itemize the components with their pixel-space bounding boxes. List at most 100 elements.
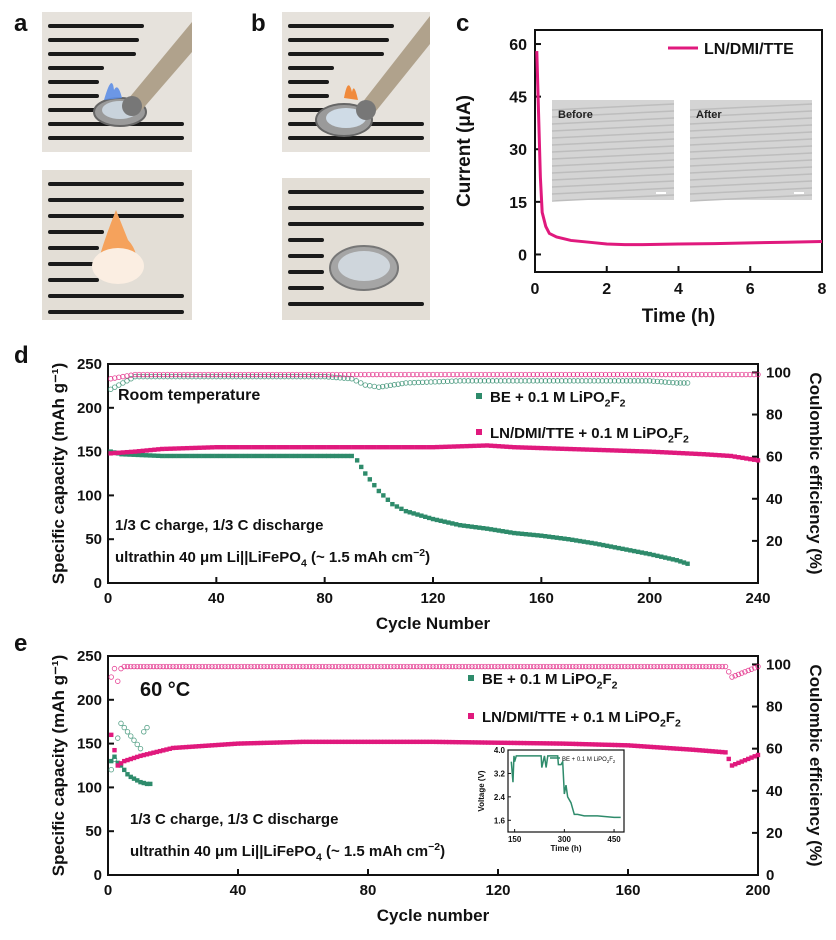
chart-e-ln-capacity-point (352, 739, 358, 745)
chart-d-ln-efficiency-point (334, 371, 340, 378)
chart-e-ln-efficiency-point (755, 663, 761, 670)
chart-d-be-capacity-point (151, 453, 157, 458)
chart-d-be-capacity-point (214, 453, 219, 459)
chart-e-ln-efficiency-point (576, 663, 582, 670)
chart-d-ln-capacity-point (447, 444, 452, 449)
chart-e-be-capacity-point (144, 781, 150, 787)
chart-e-ln-capacity-point (167, 746, 172, 751)
chart-d-ln-efficiency-point (590, 371, 597, 378)
chart-e-ln-capacity-point (661, 745, 666, 750)
chart-d-be-capacity-point (535, 533, 540, 538)
chart-d-be-capacity-point (390, 501, 395, 507)
chart-d-be-capacity-point (643, 551, 648, 556)
chart-d-ln-capacity-point (705, 452, 710, 457)
chart-d-ln-efficiency-point (269, 371, 276, 378)
chart-d-be-capacity-point (484, 526, 490, 531)
chart-d-be-efficiency-point (317, 373, 324, 380)
chart-d-ln-capacity-point (314, 445, 319, 450)
photo-b-ignition (282, 12, 430, 152)
chart-e-ln-efficiency-point (358, 663, 365, 670)
chart-d-ln-efficiency-point (398, 371, 404, 378)
chart-e-ln-capacity-point (671, 746, 676, 751)
chart-d-ln-efficiency-point (382, 371, 388, 378)
chart-c-ytick-label: 45 (509, 90, 527, 107)
chart-d-ln-efficiency-point (213, 371, 220, 378)
chart-e-ln-efficiency-point (722, 663, 729, 670)
chart-c-inset-texture (689, 103, 813, 111)
chart-d-ln-capacity-point (643, 449, 648, 454)
chart-e-ln-efficiency-point (498, 663, 504, 670)
chart-e-ln-efficiency-point (287, 663, 293, 670)
chart-d-ln-efficiency-point (554, 371, 561, 378)
panel-letter-d: d (14, 342, 29, 369)
chart-e-ln-efficiency-point (696, 663, 703, 670)
chart-e: 0 40 80 120 160 20005010015020025002040608010… (49, 648, 825, 925)
chart-d-ln-capacity-point (508, 444, 513, 450)
chart-d-be-efficiency-point (631, 378, 637, 384)
chart-d-ln-efficiency-point (430, 371, 436, 378)
chart-e-ln-efficiency-point (124, 663, 131, 670)
chart-e-ln-capacity-point (560, 741, 566, 746)
chart-c-inset-texture (689, 131, 813, 139)
chart-d-be-capacity-point (681, 560, 687, 565)
chart-d-be-efficiency-point (489, 378, 496, 384)
chart-e-ln-capacity-point (128, 756, 133, 762)
chart-e-ln-efficiency-point (375, 663, 381, 670)
chart-e-ln-efficiency-point (602, 663, 608, 670)
chart-d-ln-efficiency-point (562, 371, 569, 378)
chart-e-ln-capacity-point (287, 739, 293, 745)
chart-d-be-capacity-point (284, 453, 290, 459)
chart-e-inset-ytick-label: 2.4 (494, 793, 506, 802)
chart-d-ln-capacity-point (559, 446, 565, 451)
chart-e-ln-capacity-point (486, 740, 491, 745)
chart-d-ln-capacity-point (634, 448, 640, 454)
chart-d-ln-efficiency-point (402, 371, 408, 378)
chart-d-ln-efficiency-point (313, 371, 320, 378)
chart-d-be-capacity-point (234, 453, 240, 459)
chart-d-be-capacity-point (670, 557, 676, 562)
chart-d-ln-capacity-point (720, 453, 726, 458)
chart-e-ln-efficiency-point (726, 669, 732, 675)
chart-d-be-efficiency-point (623, 378, 630, 384)
chart-e-ln-capacity-point (190, 744, 195, 749)
chart-d-ln-capacity-point (709, 452, 714, 457)
panel-letter-a: a (14, 10, 28, 37)
chart-e-ln-capacity-point (577, 741, 582, 747)
chart-e-ln-efficiency-point (180, 663, 186, 670)
chart-d-ln-efficiency-point (566, 371, 573, 378)
chart-d-ln-efficiency-point (193, 371, 199, 378)
chart-d-ln-capacity-point (689, 451, 694, 456)
chart-d-be-efficiency-point (301, 373, 308, 380)
chart-d-be-capacity-point (415, 512, 420, 517)
chart-e-inset-ytick-label: 3.2 (494, 769, 506, 778)
chart-e-ln-efficiency-point (310, 663, 316, 670)
chart-d-ln-capacity-point (359, 445, 365, 450)
chart-c: 0 2 4 6 8 0 15 30 45 60 Time (h) Current (μA) LN/DMI… (454, 29, 827, 327)
chart-e-be-capacity-point (148, 781, 153, 787)
chart-d-ln-capacity-point (347, 445, 352, 450)
chart-d-be-capacity-point (226, 453, 232, 459)
chart-e-ln-efficiency-point (524, 663, 530, 670)
chart-e-ln-capacity-point (440, 739, 445, 745)
chart-c-inset-texture (689, 110, 813, 118)
chart-d-ln-capacity-point (189, 445, 194, 451)
chart-e-ln-capacity-point (304, 739, 309, 745)
chart-e-ln-efficiency-point (394, 663, 400, 670)
chart-e-ln-capacity-point (388, 739, 393, 745)
chart-d-ln-capacity-point (226, 445, 232, 450)
chart-d-ln-capacity-point (376, 445, 382, 450)
chart-d-be-capacity-point (446, 520, 451, 525)
chart-d-be-efficiency-point (391, 382, 398, 388)
chart-d-be-efficiency-point (213, 373, 220, 380)
chart-e-ln-capacity-point (245, 741, 250, 746)
chart-d-be-capacity-point (570, 537, 575, 543)
chart-d-xlabel: Cycle Number (376, 614, 491, 633)
chart-d-be-capacity-point (305, 453, 311, 459)
chart-d-be-capacity-point (403, 508, 409, 514)
chart-e-inset-line (510, 755, 621, 819)
chart-d-ln-capacity-point (614, 448, 619, 453)
chart-e-ln-capacity-point (157, 748, 163, 754)
chart-d-ln-capacity-point (243, 445, 248, 450)
chart-d-xtick-label: 80 (316, 590, 333, 607)
chart-e-ln-capacity-point (291, 739, 296, 745)
